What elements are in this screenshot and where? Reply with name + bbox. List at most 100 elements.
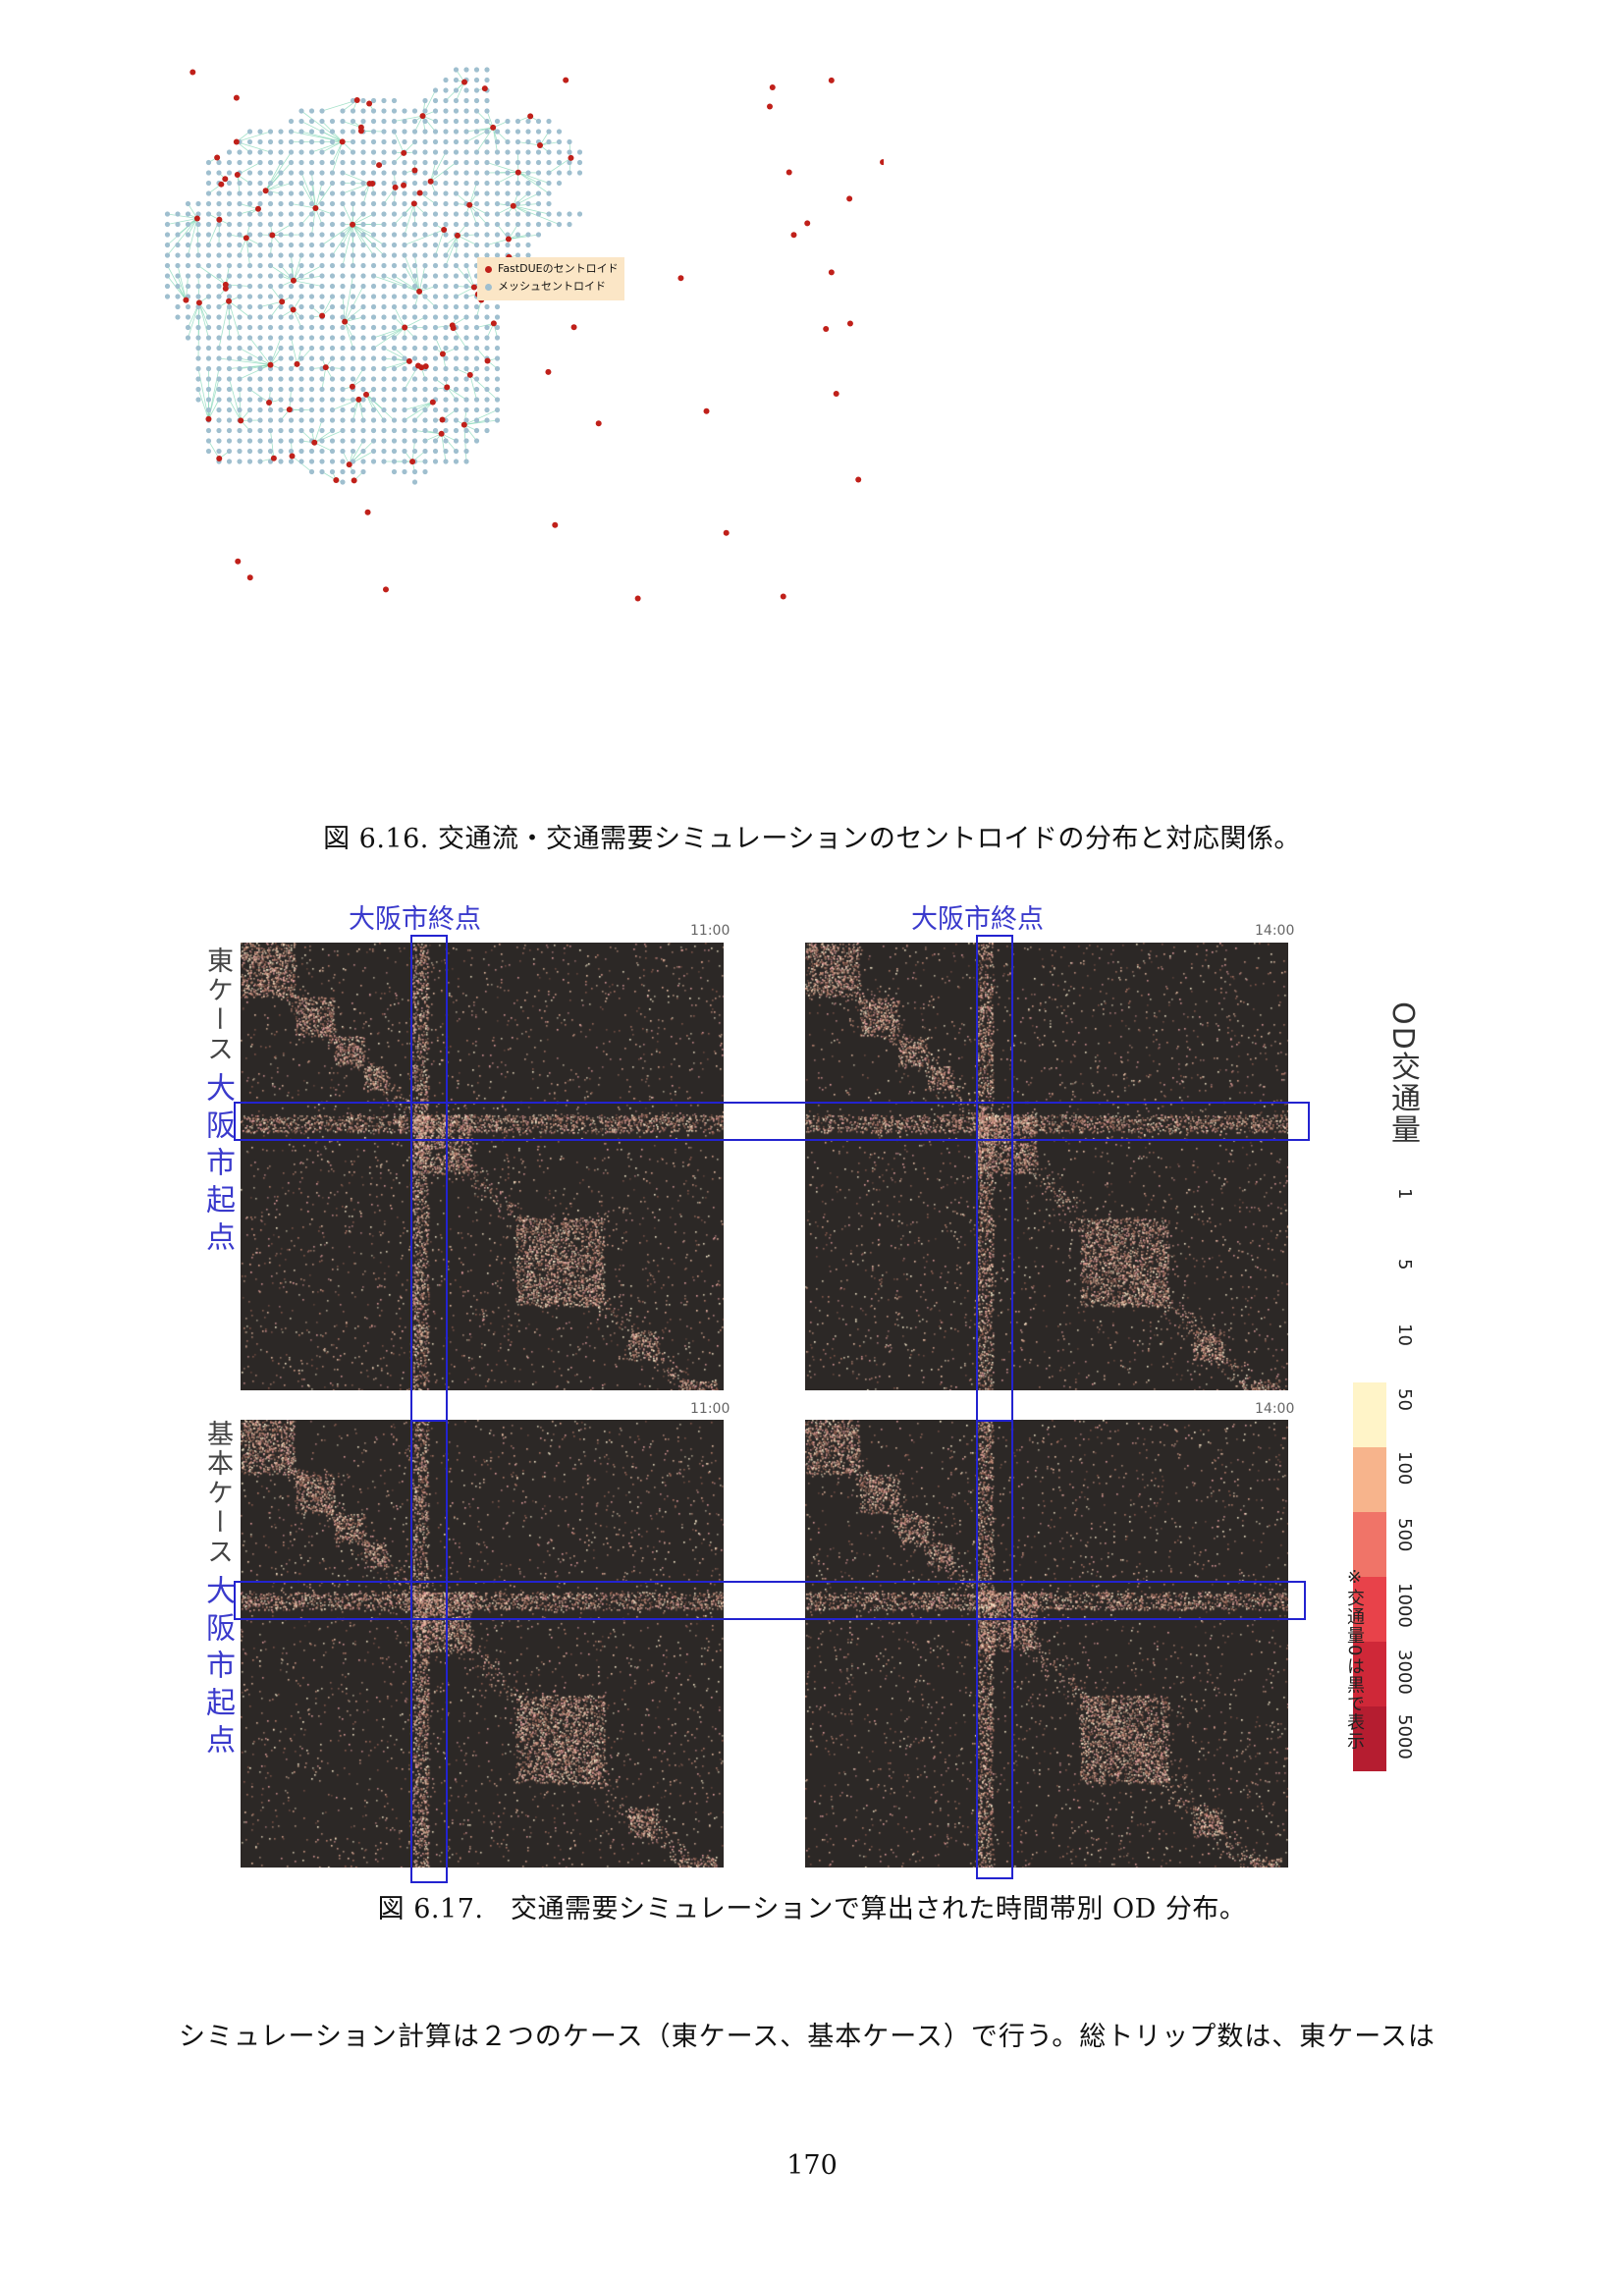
mesh-centroid-point (298, 149, 304, 155)
mesh-centroid-point (463, 87, 469, 93)
mesh-centroid-point (432, 438, 439, 444)
mesh-centroid-point (453, 87, 460, 93)
mesh-centroid-point (195, 335, 201, 341)
fastdue-centroid-point (595, 420, 602, 427)
mesh-centroid-point (402, 200, 407, 207)
colorbar-segment (1353, 1706, 1386, 1771)
mesh-centroid-point (185, 314, 191, 320)
mesh-centroid-point (381, 417, 387, 423)
mesh-centroid-point (237, 355, 243, 361)
mesh-centroid-point (402, 159, 407, 166)
mesh-centroid-point (288, 283, 295, 290)
mesh-centroid-point (514, 190, 521, 196)
mesh-centroid-point (381, 221, 387, 228)
mesh-centroid-point (453, 397, 460, 403)
fastdue-centroid-point (193, 215, 200, 222)
mesh-centroid-point (505, 221, 511, 228)
mesh-centroid-point (267, 149, 274, 155)
mesh-centroid-point (340, 221, 346, 228)
mesh-centroid-point (484, 232, 490, 238)
mesh-centroid-point (350, 427, 356, 434)
mesh-centroid-point (411, 294, 418, 299)
mesh-centroid-point (175, 242, 181, 248)
fastdue-centroid-point (527, 113, 534, 120)
fastdue-centroid-point (339, 138, 346, 145)
mesh-centroid-point (216, 406, 222, 413)
mesh-centroid-point (370, 200, 377, 207)
mesh-centroid-point (319, 397, 325, 403)
mesh-centroid-point (514, 129, 521, 135)
mesh-centroid-point (535, 211, 542, 217)
mesh-centroid-point (473, 108, 480, 114)
mesh-centroid-point (350, 97, 356, 104)
mesh-centroid-point (432, 87, 439, 93)
mesh-centroid-point (505, 129, 511, 135)
mesh-centroid-point (484, 138, 490, 145)
mesh-centroid-point (319, 180, 325, 187)
mesh-centroid-point (525, 211, 531, 217)
mesh-centroid-point (340, 406, 346, 413)
mesh-centroid-point (329, 149, 336, 155)
fastdue-centroid-point (766, 103, 773, 110)
mesh-centroid-point (350, 448, 356, 455)
mesh-centroid-point (360, 345, 366, 352)
mesh-centroid-point (463, 221, 469, 228)
mesh-centroid-point (422, 118, 428, 125)
mesh-centroid-point (340, 468, 346, 475)
mesh-centroid-point (463, 427, 469, 434)
mesh-centroid-point (484, 345, 490, 352)
mesh-centroid-point (473, 149, 480, 155)
fastdue-centroid-point (346, 461, 352, 468)
mesh-centroid-point (494, 138, 501, 145)
mesh-centroid-point (246, 355, 253, 361)
mesh-centroid-point (443, 149, 449, 155)
mesh-centroid-point (319, 294, 325, 299)
mesh-centroid-point (329, 200, 336, 207)
mesh-centroid-point (494, 118, 501, 125)
mesh-centroid-point (567, 211, 572, 217)
mesh-centroid-point (216, 386, 222, 393)
mesh-centroid-point (288, 335, 295, 341)
mesh-centroid-point (360, 232, 366, 238)
row-label-east: 東ケース (202, 947, 233, 1064)
mesh-centroid-point (308, 242, 315, 248)
mesh-centroid-point (350, 294, 356, 299)
mesh-centroid-point (422, 406, 428, 413)
fastdue-centroid-point (490, 320, 497, 327)
mesh-centroid-point (360, 397, 366, 403)
mesh-centroid-point (329, 262, 336, 269)
mesh-centroid-point (257, 180, 263, 187)
mesh-centroid-point (463, 262, 469, 269)
mesh-centroid-point (308, 386, 315, 393)
mesh-centroid-point (411, 190, 418, 196)
mesh-centroid-point (432, 108, 439, 114)
mesh-centroid-point (422, 355, 428, 361)
mesh-centroid-point (257, 232, 263, 238)
mesh-centroid-point (237, 335, 243, 341)
mesh-centroid-point (411, 406, 418, 413)
mesh-centroid-point (226, 459, 233, 464)
mesh-centroid-point (308, 221, 315, 228)
mesh-centroid-point (185, 232, 191, 238)
mesh-centroid-point (443, 180, 449, 187)
mesh-centroid-point (463, 459, 469, 464)
fastdue-centroid-point (677, 275, 684, 282)
mesh-centroid-point (505, 149, 511, 155)
mesh-centroid-point (443, 252, 449, 258)
mesh-centroid-point (443, 365, 449, 372)
mesh-centroid-point (267, 314, 274, 320)
mesh-centroid-point (278, 427, 284, 434)
fastdue-centroid-point (466, 201, 473, 208)
colorbar-tick: 3000 (1394, 1650, 1415, 1695)
mesh-centroid-point (298, 448, 304, 455)
mesh-centroid-point (360, 324, 366, 331)
mesh-centroid-point (319, 200, 325, 207)
fastdue-centroid-point (350, 221, 356, 228)
mesh-centroid-point (391, 335, 398, 341)
figure-caption-6-17: 図 6.17. 交通需要シミュレーションで算出された時間帯別 OD 分布。 (377, 1894, 1247, 1924)
fastdue-centroid-point (366, 100, 373, 107)
mesh-centroid-point (319, 221, 325, 228)
mesh-centroid-point (195, 232, 201, 238)
mesh-centroid-point (494, 252, 501, 258)
mesh-centroid-point (319, 448, 325, 455)
